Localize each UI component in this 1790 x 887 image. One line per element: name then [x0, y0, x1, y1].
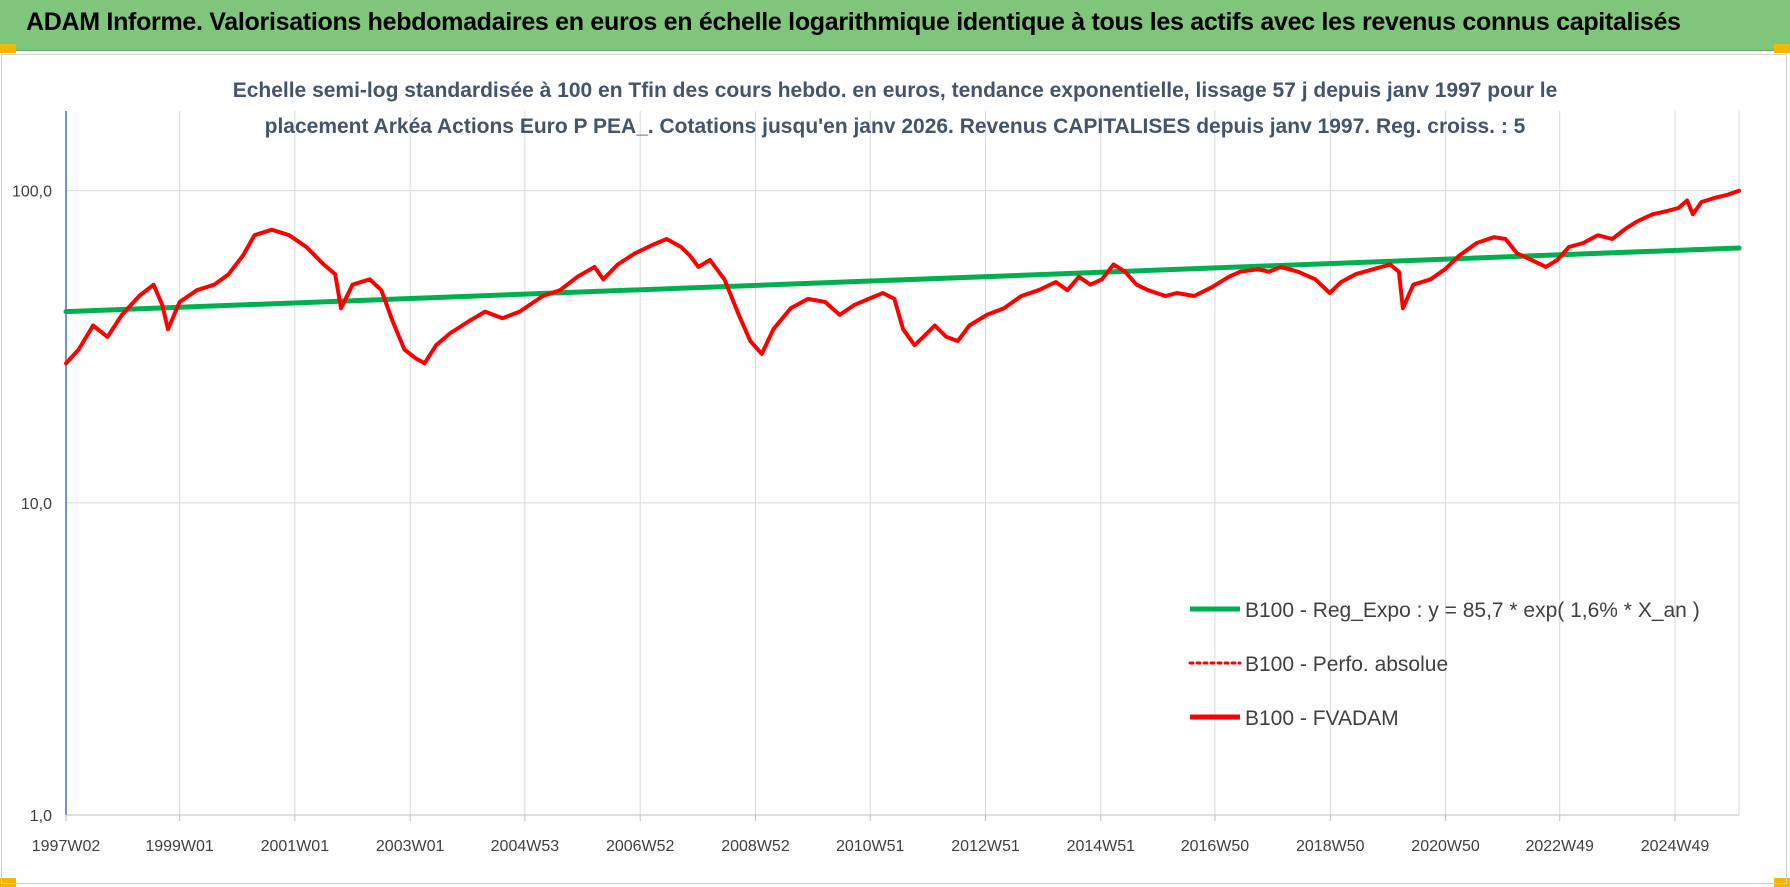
corner-marker-bottom-left — [0, 878, 16, 887]
gridlines — [65, 111, 1740, 815]
x-tick-label-11: 2018W50 — [1296, 838, 1365, 855]
x-tick-label-14: 2024W49 — [1641, 838, 1710, 855]
x-tick-label-12: 2020W50 — [1411, 838, 1480, 855]
report-title: ADAM Informe. Valorisations hebdomadaire… — [26, 8, 1681, 36]
chart-frame — [1, 54, 1787, 884]
chart-legend: B100 - Reg_Expo : y = 85,7 * exp( 1,6% *… — [1188, 599, 1700, 730]
x-tick-label-7: 2010W51 — [836, 838, 905, 855]
legend-label-2: B100 - FVADAM — [1245, 707, 1399, 730]
y-axis-ticks: 1,0 10,0 100,0 — [12, 184, 52, 825]
corner-marker-top-left — [0, 44, 16, 53]
x-tick-label-4: 2004W53 — [491, 838, 560, 855]
x-tick-label-1: 1999W01 — [145, 838, 214, 855]
x-tick-label-2: 2001W01 — [261, 838, 330, 855]
corner-marker-top-right — [1774, 44, 1790, 53]
x-tick-label-8: 2012W51 — [951, 838, 1020, 855]
legend-label-1: B100 - Perfo. absolue — [1245, 653, 1448, 676]
x-tick-label-3: 2003W01 — [376, 838, 445, 855]
legend-label-0: B100 - Reg_Expo : y = 85,7 * exp( 1,6% *… — [1245, 599, 1700, 622]
chart-subtitle-line-2: placement Arkéa Actions Euro P PEA_. Cot… — [265, 115, 1526, 138]
series-layer — [63, 188, 1742, 366]
chart-subtitle-line-1: Echelle semi-log standardisée à 100 en T… — [233, 79, 1558, 102]
y-tick-label-0: 1,0 — [30, 808, 52, 825]
x-tick-label-6: 2008W52 — [721, 838, 790, 855]
report-header: ADAM Informe. Valorisations hebdomadaire… — [0, 0, 1790, 51]
y-tick-label-2: 100,0 — [12, 184, 52, 201]
series-line-2 — [64, 188, 1741, 366]
x-tick-label-9: 2014W51 — [1067, 838, 1136, 855]
x-tick-label-13: 2022W49 — [1525, 838, 1594, 855]
x-axis-ticks: 1997W02 1999W01 2001W01 2003W01 2004W53 2006W… — [32, 815, 1710, 855]
corner-marker-bottom-right — [1774, 878, 1790, 887]
x-tick-label-10: 2016W50 — [1181, 838, 1250, 855]
y-tick-label-1: 10,0 — [21, 496, 52, 513]
x-tick-label-0: 1997W02 — [32, 838, 101, 855]
x-tick-label-5: 2006W52 — [606, 838, 675, 855]
